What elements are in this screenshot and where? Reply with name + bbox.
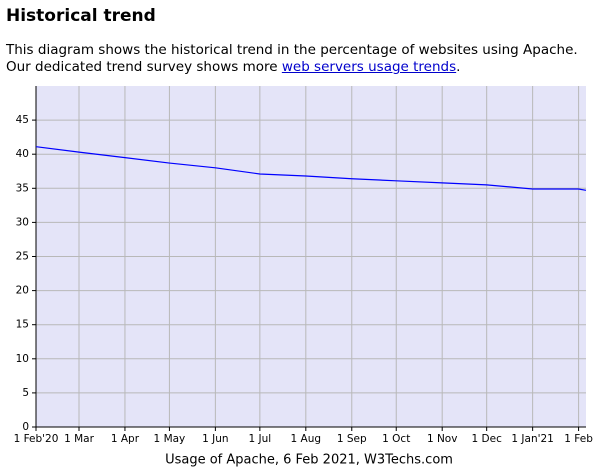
- y-tick-label: 45: [16, 114, 29, 126]
- x-tick-label: 1 Jul: [249, 433, 272, 445]
- y-tick-label: 10: [16, 353, 29, 365]
- y-tick-label: 35: [16, 182, 29, 194]
- text: This diagram shows the historical trend …: [6, 42, 578, 58]
- description: This diagram shows the historical trend …: [6, 42, 578, 76]
- y-tick-label: 40: [16, 148, 29, 160]
- text: Our dedicated trend survey shows more: [6, 59, 282, 75]
- x-tick-label: 1 Sep: [337, 433, 367, 445]
- y-tick-label: 30: [16, 216, 29, 228]
- caption: Usage of Apache, 6 Feb 2021, W3Techs.com: [165, 453, 453, 468]
- link[interactable]: web servers usage trends: [281, 59, 457, 75]
- x-tick-label: 1 Nov: [427, 433, 458, 445]
- y-tick-label: 25: [16, 251, 29, 263]
- text: .: [456, 59, 461, 75]
- y-tick-label: 20: [16, 285, 29, 297]
- y-tick-label: 0: [22, 421, 29, 433]
- x-tick-label: 1 Jan'21: [511, 433, 553, 445]
- x-tick-label: 1 Apr: [111, 433, 140, 445]
- x-tick-label: 1 May: [154, 433, 186, 445]
- title: Historical trend: [6, 6, 156, 26]
- x-tick-label: 1 Feb'20: [14, 433, 59, 445]
- x-tick-label: 1 Jun: [202, 433, 228, 445]
- x-tick-label: 1 Aug: [291, 433, 322, 445]
- x-tick-label: 1 Dec: [472, 433, 503, 445]
- y-tick-label: 15: [16, 319, 29, 331]
- x-tick-label: 1 Feb: [564, 433, 593, 445]
- y-tick-label: 5: [22, 387, 29, 399]
- x-tick-label: 1 Mar: [64, 433, 95, 445]
- x-tick-label: 1 Oct: [382, 433, 410, 445]
- series-line: [35, 146, 587, 191]
